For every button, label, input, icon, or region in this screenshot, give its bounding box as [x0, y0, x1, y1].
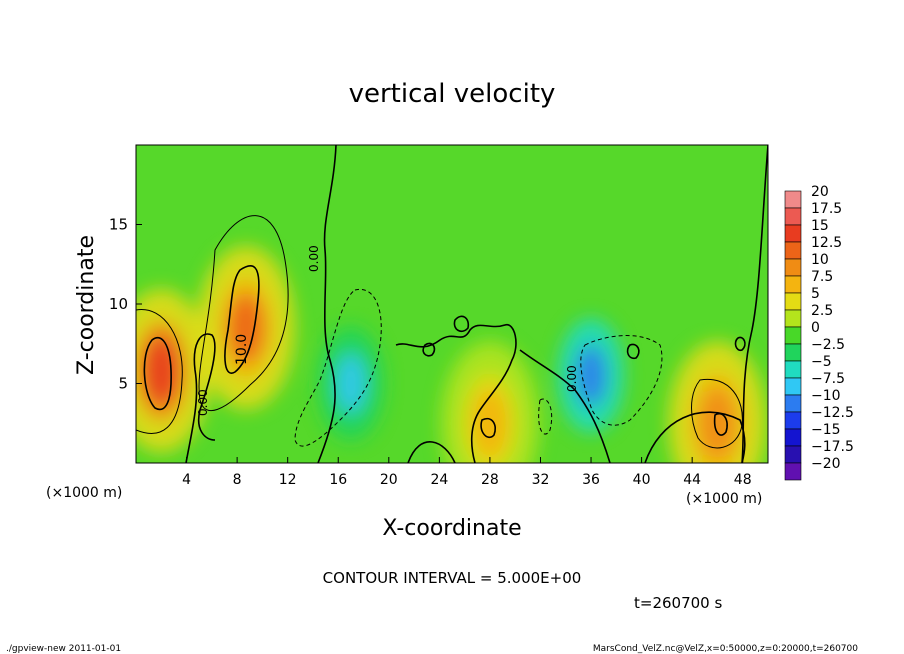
colorbar-swatch	[784, 445, 802, 464]
contour-zero	[644, 411, 746, 463]
field-extremum	[471, 388, 509, 458]
contour-zero	[317, 145, 337, 463]
contour-5	[691, 378, 743, 449]
colorbar-label: 15	[811, 218, 829, 234]
colorbar-label: 12.5	[811, 235, 842, 251]
colorbar-label: 17.5	[811, 201, 842, 217]
contour-small	[453, 315, 470, 332]
x-units: (×1000 m)	[46, 485, 122, 501]
y-tick-label: 15	[109, 216, 128, 234]
colorbar-label: −12.5	[811, 405, 854, 421]
x-tick-label: 8	[233, 472, 242, 488]
x-tick-label: 40	[633, 472, 651, 488]
colorbar-swatch	[784, 411, 802, 430]
contour-lines-thin	[136, 215, 743, 449]
colorbar-label: 2.5	[811, 303, 833, 319]
contour-zero	[407, 441, 456, 463]
colorbar-swatch	[784, 360, 802, 379]
footer-right: MarsCond_VelZ.nc@VelZ,x=0:50000,z=0:2000…	[593, 644, 858, 654]
x-tick-label: 32	[532, 472, 550, 488]
contour-zero	[185, 333, 216, 463]
contour-zero	[519, 349, 611, 463]
colorbar-swatch	[784, 462, 802, 481]
field-extremum	[699, 388, 736, 458]
contour-label: 0.00	[565, 365, 579, 392]
x-axis-label: X-coordinate	[382, 516, 521, 541]
colorbar-label: −17.5	[811, 439, 854, 455]
contour-lines	[143, 145, 768, 463]
colorbar-swatch	[784, 309, 802, 328]
x-tick-label: 4	[182, 472, 191, 488]
contour-10	[480, 417, 497, 439]
colorbar-swatch	[784, 258, 802, 277]
x-axis: 4 8 12 16 20 24 28 32 36 40 44 48	[182, 457, 752, 488]
colorbar-swatch	[784, 326, 802, 345]
contour-10	[224, 265, 260, 374]
colorbar-label: −20	[811, 456, 841, 472]
x-tick-label: 28	[481, 472, 499, 488]
colorbar-swatch	[784, 275, 802, 294]
contour-label: 0.00	[307, 245, 321, 272]
contour-negative	[294, 288, 663, 447]
colorbar-label: 5	[811, 286, 820, 302]
contour-neg5	[294, 288, 382, 447]
colorbar-label: 20	[811, 184, 829, 200]
contour-small	[626, 343, 640, 360]
colorbar-label: 10	[811, 252, 829, 268]
colorbar-label: 0	[811, 320, 820, 336]
x-tick-label: 36	[582, 472, 600, 488]
field-extremum	[575, 345, 607, 406]
contour-label: 10.0	[234, 334, 250, 365]
chart-title: vertical velocity	[349, 79, 556, 109]
contour-label: 0.00	[196, 389, 210, 416]
field-extremum	[227, 293, 265, 363]
colorbar-label: −5	[811, 354, 832, 370]
contour-interval: CONTOUR INTERVAL = 5.000E+00	[323, 569, 582, 587]
contour-neg5	[580, 335, 663, 426]
colorbar-swatch	[784, 224, 802, 243]
colorbar-swatch	[784, 190, 802, 209]
y-axis: 5 10 15	[109, 216, 142, 393]
contour-zero	[741, 145, 768, 463]
y-tick-label: 10	[109, 295, 128, 313]
colorbar-swatch	[784, 292, 802, 311]
contour-5	[136, 309, 183, 434]
colorbar-swatch	[784, 207, 802, 226]
colorbar: 2017.51512.5107.552.50−2.5−5−7.5−10−12.5…	[784, 184, 854, 481]
colorbar-swatch	[784, 343, 802, 362]
y-units: (×1000 m)	[686, 491, 762, 507]
colorbar-label: −15	[811, 422, 841, 438]
contour-small	[422, 342, 436, 357]
colorbar-label: −7.5	[811, 371, 845, 387]
contour-neg5	[538, 398, 553, 435]
colorbar-label: 7.5	[811, 269, 833, 285]
contour-zero	[395, 324, 517, 463]
heatmap-field: 0.00 10.0 0.00 0.00	[136, 145, 768, 463]
x-tick-label: 20	[380, 472, 398, 488]
colorbar-swatch	[784, 241, 802, 260]
x-tick-label: 44	[683, 472, 701, 488]
colorbar-label: −2.5	[811, 337, 845, 353]
contour-small	[734, 336, 746, 352]
contour-5	[198, 215, 289, 412]
footer-left: ./gpview-new 2011-01-01	[6, 644, 121, 654]
contour-10	[713, 413, 728, 436]
time-label: t=260700 s	[634, 594, 722, 612]
y-tick-label: 5	[118, 375, 128, 393]
colorbar-swatch	[784, 428, 802, 447]
field-extremum	[335, 353, 367, 414]
colorbar-swatch	[784, 394, 802, 413]
x-tick-label: 48	[734, 472, 752, 488]
x-tick-label: 12	[279, 472, 297, 488]
contour-10	[143, 336, 172, 411]
y-axis-label: Z-coordinate	[74, 235, 99, 375]
colorbar-label: −10	[811, 388, 841, 404]
x-tick-label: 16	[329, 472, 347, 488]
colorbar-swatch	[784, 377, 802, 396]
x-tick-label: 24	[430, 472, 448, 488]
contour-labels: 0.00 10.0 0.00 0.00	[196, 245, 579, 416]
